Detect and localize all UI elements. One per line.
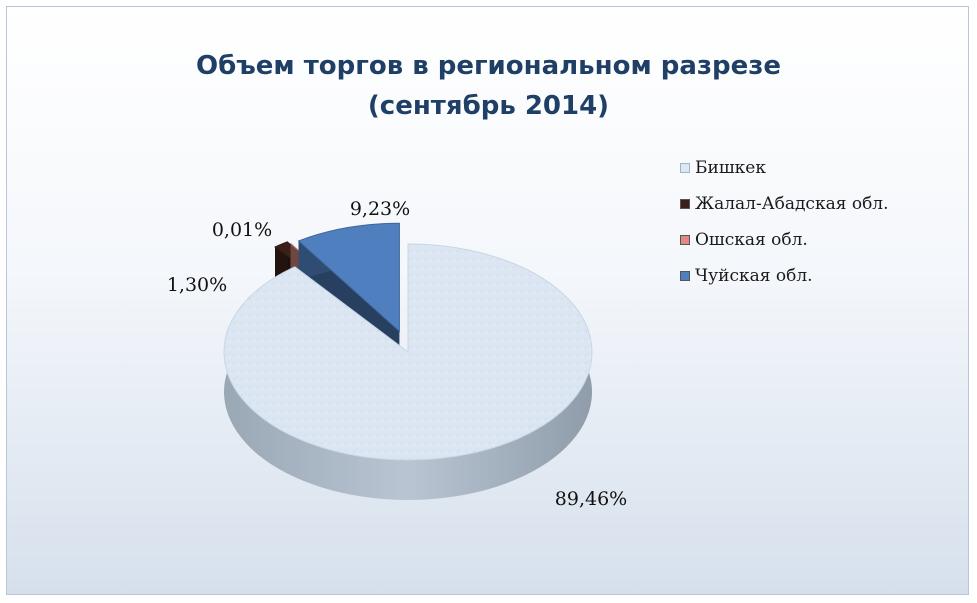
legend-swatch-jalal-abad (680, 199, 690, 209)
legend-label-jalal-abad: Жалал-Абадская обл. (695, 194, 889, 214)
chart-subtitle: (сентябрь 2014) (367, 91, 610, 121)
data-label-bishkek: 89,46% (555, 488, 627, 510)
data-label-osh: 0,01% (212, 219, 272, 241)
legend-item-bishkek: Бишкек (680, 150, 889, 186)
legend-item-jalal-abad: Жалал-Абадская обл. (680, 186, 889, 222)
chart-title: Объем торгов в региональном разрезе (195, 51, 781, 81)
legend-swatch-bishkek (680, 163, 690, 173)
legend-swatch-osh (680, 235, 690, 245)
legend-item-osh: Ошская обл. (680, 222, 889, 258)
data-label-jalal-abad: 1,30% (167, 274, 227, 296)
legend-item-chui: Чуйская обл. (680, 258, 889, 294)
legend: Бишкек Жалал-Абадская обл. Ошская обл. Ч… (680, 150, 889, 294)
data-label-chui: 9,23% (350, 198, 410, 220)
legend-label-osh: Ошская обл. (695, 230, 808, 250)
legend-swatch-chui (680, 271, 690, 281)
legend-label-chui: Чуйская обл. (695, 266, 813, 286)
legend-label-bishkek: Бишкек (695, 158, 766, 178)
pie-slice-bishkek (223, 243, 593, 501)
pie-slice-chui (297, 222, 400, 372)
